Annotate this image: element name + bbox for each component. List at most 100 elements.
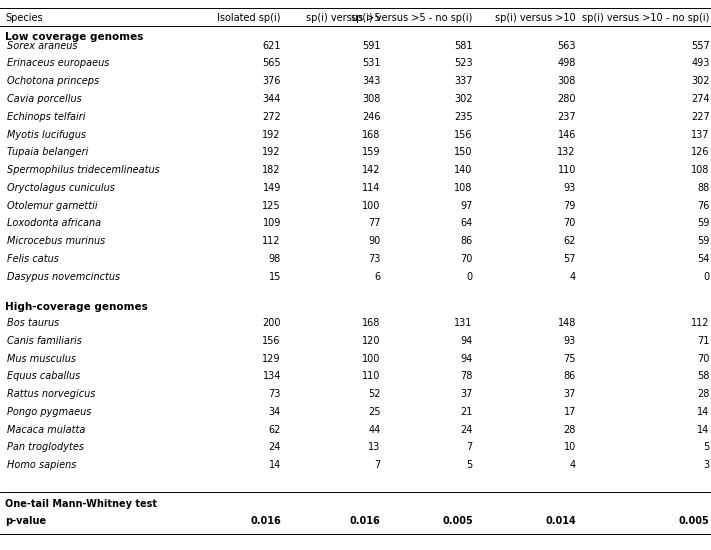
Text: 17: 17 <box>564 407 576 417</box>
Text: 246: 246 <box>362 112 380 122</box>
Text: 24: 24 <box>461 425 473 435</box>
Text: 94: 94 <box>461 354 473 364</box>
Text: 28: 28 <box>564 425 576 435</box>
Text: 182: 182 <box>262 165 281 175</box>
Text: 376: 376 <box>262 76 281 86</box>
Text: 108: 108 <box>691 165 710 175</box>
Text: 134: 134 <box>262 371 281 381</box>
Text: 0: 0 <box>466 272 473 282</box>
Text: 5: 5 <box>703 443 710 453</box>
Text: Spermophilus tridecemlineatus: Spermophilus tridecemlineatus <box>7 165 160 175</box>
Text: 62: 62 <box>269 425 281 435</box>
Text: Rattus norvegicus: Rattus norvegicus <box>7 389 95 399</box>
Text: 302: 302 <box>691 76 710 86</box>
Text: 24: 24 <box>269 443 281 453</box>
Text: 70: 70 <box>461 254 473 264</box>
Text: Echinops telfairi: Echinops telfairi <box>7 112 85 122</box>
Text: 57: 57 <box>563 254 576 264</box>
Text: 5: 5 <box>466 460 473 470</box>
Text: 0.005: 0.005 <box>442 516 473 526</box>
Text: 0.016: 0.016 <box>350 516 380 526</box>
Text: Microcebus murinus: Microcebus murinus <box>7 236 105 246</box>
Text: 62: 62 <box>564 236 576 246</box>
Text: 493: 493 <box>691 58 710 68</box>
Text: Felis catus: Felis catus <box>7 254 59 264</box>
Text: 71: 71 <box>697 336 710 346</box>
Text: 34: 34 <box>269 407 281 417</box>
Text: 77: 77 <box>368 218 380 228</box>
Text: Equus caballus: Equus caballus <box>7 371 80 381</box>
Text: Cavia porcellus: Cavia porcellus <box>7 94 82 104</box>
Text: Macaca mulatta: Macaca mulatta <box>7 425 85 435</box>
Text: 25: 25 <box>368 407 380 417</box>
Text: 98: 98 <box>269 254 281 264</box>
Text: 343: 343 <box>362 76 380 86</box>
Text: 93: 93 <box>564 183 576 193</box>
Text: 21: 21 <box>461 407 473 417</box>
Text: 150: 150 <box>454 147 473 157</box>
Text: 110: 110 <box>362 371 380 381</box>
Text: 142: 142 <box>362 165 380 175</box>
Text: sp(i) versus >5 - no sp(i): sp(i) versus >5 - no sp(i) <box>351 13 473 23</box>
Text: 523: 523 <box>454 58 473 68</box>
Text: 168: 168 <box>362 129 380 140</box>
Text: sp(i) versus >5: sp(i) versus >5 <box>306 13 380 23</box>
Text: 90: 90 <box>368 236 380 246</box>
Text: 100: 100 <box>362 201 380 211</box>
Text: Dasypus novemcinctus: Dasypus novemcinctus <box>7 272 120 282</box>
Text: 109: 109 <box>262 218 281 228</box>
Text: Otolemur garnettii: Otolemur garnettii <box>7 201 97 211</box>
Text: 156: 156 <box>262 336 281 346</box>
Text: 308: 308 <box>557 76 576 86</box>
Text: Loxodonta africana: Loxodonta africana <box>7 218 101 228</box>
Text: 7: 7 <box>374 460 380 470</box>
Text: p-value: p-value <box>5 516 46 526</box>
Text: 110: 110 <box>557 165 576 175</box>
Text: 129: 129 <box>262 354 281 364</box>
Text: 86: 86 <box>564 371 576 381</box>
Text: Homo sapiens: Homo sapiens <box>7 460 77 470</box>
Text: 76: 76 <box>697 201 710 211</box>
Text: sp(i) versus >10 - no sp(i): sp(i) versus >10 - no sp(i) <box>582 13 710 23</box>
Text: 88: 88 <box>697 183 710 193</box>
Text: Canis familiaris: Canis familiaris <box>7 336 82 346</box>
Text: Pan troglodytes: Pan troglodytes <box>7 443 84 453</box>
Text: Erinaceus europaeus: Erinaceus europaeus <box>7 58 109 68</box>
Text: 114: 114 <box>362 183 380 193</box>
Text: 73: 73 <box>269 389 281 399</box>
Text: Isolated sp(i): Isolated sp(i) <box>218 13 281 23</box>
Text: 156: 156 <box>454 129 473 140</box>
Text: Bos taurus: Bos taurus <box>7 318 59 328</box>
Text: 52: 52 <box>368 389 380 399</box>
Text: 14: 14 <box>697 425 710 435</box>
Text: 4: 4 <box>570 460 576 470</box>
Text: 192: 192 <box>262 147 281 157</box>
Text: 557: 557 <box>691 41 710 51</box>
Text: 3: 3 <box>703 460 710 470</box>
Text: 280: 280 <box>557 94 576 104</box>
Text: 140: 140 <box>454 165 473 175</box>
Text: 15: 15 <box>269 272 281 282</box>
Text: 100: 100 <box>362 354 380 364</box>
Text: 75: 75 <box>563 354 576 364</box>
Text: 344: 344 <box>262 94 281 104</box>
Text: 14: 14 <box>697 407 710 417</box>
Text: 137: 137 <box>691 129 710 140</box>
Text: 131: 131 <box>454 318 473 328</box>
Text: 70: 70 <box>697 354 710 364</box>
Text: 237: 237 <box>557 112 576 122</box>
Text: 28: 28 <box>697 389 710 399</box>
Text: 168: 168 <box>362 318 380 328</box>
Text: 70: 70 <box>564 218 576 228</box>
Text: 0: 0 <box>703 272 710 282</box>
Text: 132: 132 <box>557 147 576 157</box>
Text: Oryctolagus cuniculus: Oryctolagus cuniculus <box>7 183 115 193</box>
Text: 58: 58 <box>697 371 710 381</box>
Text: 149: 149 <box>262 183 281 193</box>
Text: 10: 10 <box>564 443 576 453</box>
Text: 54: 54 <box>697 254 710 264</box>
Text: 531: 531 <box>362 58 380 68</box>
Text: One-tail Mann-Whitney test: One-tail Mann-Whitney test <box>5 499 157 509</box>
Text: 337: 337 <box>454 76 473 86</box>
Text: sp(i) versus >10: sp(i) versus >10 <box>496 13 576 23</box>
